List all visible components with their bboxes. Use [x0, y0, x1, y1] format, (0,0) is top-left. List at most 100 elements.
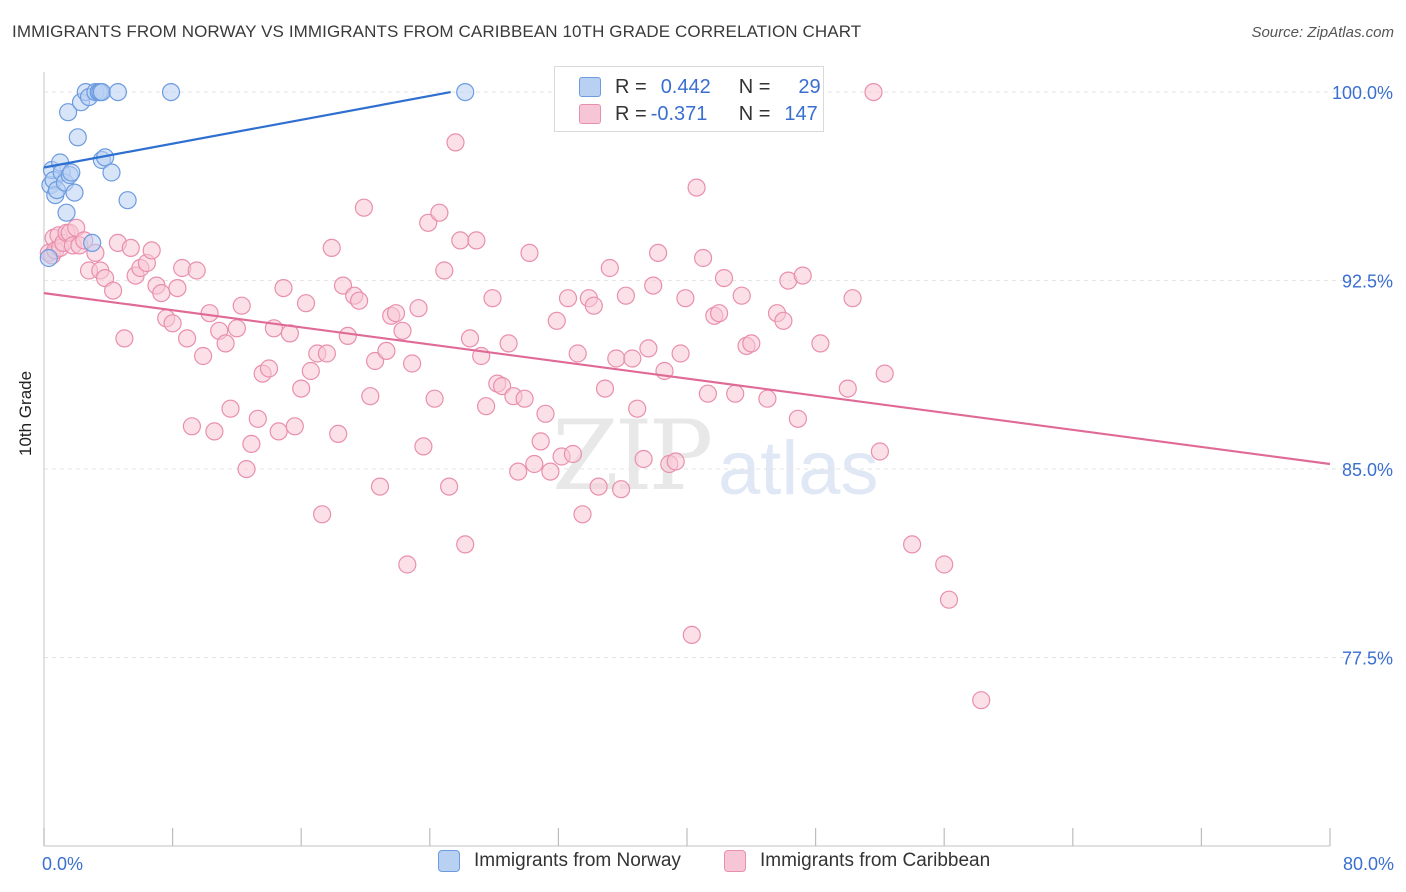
caribbean-point [338, 326, 357, 345]
norway-trend-line [43, 91, 451, 169]
caribbean-point [648, 243, 668, 262]
caribbean-point [558, 289, 578, 308]
caribbean-point [875, 364, 894, 383]
caribbean-point [435, 261, 454, 280]
norway-point [161, 82, 181, 102]
caribbean-point [732, 286, 751, 305]
caribbean-point [726, 384, 745, 403]
caribbean-point [317, 344, 336, 363]
caribbean-point [547, 311, 566, 330]
caribbean-point [216, 334, 235, 353]
caribbean-point [483, 289, 502, 308]
caribbean-point [477, 397, 496, 416]
caribbean-point [515, 389, 534, 408]
caribbean-point [595, 379, 615, 398]
caribbean-point [639, 339, 658, 358]
caribbean-point [296, 294, 316, 313]
caribbean-point [414, 437, 433, 456]
caribbean-point [788, 409, 808, 428]
norway-swatch [579, 77, 601, 97]
caribbean-point [386, 304, 406, 323]
caribbean-point [671, 344, 690, 363]
caribbean-point [163, 314, 182, 333]
caribbean-point [693, 248, 713, 268]
caribbean-point [843, 289, 862, 308]
caribbean-point [168, 279, 187, 298]
caribbean-point [440, 477, 459, 496]
caribbean-point [939, 590, 959, 609]
y-axis-label: 10th Grade [16, 370, 35, 456]
norway-swatch [438, 850, 460, 872]
caribbean-point [329, 424, 348, 443]
caribbean-point [115, 329, 134, 348]
trend-lines [43, 91, 1331, 466]
caribbean-point [409, 299, 428, 318]
norway-point [108, 82, 128, 102]
caribbean-point [460, 329, 480, 348]
caribbean-point [935, 555, 954, 574]
caribbean-point [274, 279, 293, 298]
caribbean-point [370, 477, 390, 496]
caribbean-point [350, 291, 369, 310]
caribbean-point [634, 449, 653, 469]
caribbean-point [269, 422, 288, 441]
caribbean-point [142, 241, 161, 260]
caribbean-point [152, 284, 171, 303]
norway-point [57, 203, 76, 222]
caribbean-point [366, 351, 385, 371]
caribbean-point [811, 334, 830, 353]
caribbean-point [611, 480, 631, 499]
n-value: 29 [798, 75, 821, 98]
norway-point [58, 103, 78, 122]
caribbean-point [467, 231, 486, 250]
caribbean-point [838, 379, 857, 398]
caribbean-trend-line [43, 292, 1331, 466]
caribbean-point [259, 359, 279, 378]
caribbean-point [584, 296, 603, 315]
caribbean-point [322, 238, 341, 257]
caribbean-point [187, 261, 206, 280]
caribbean-point [403, 354, 422, 373]
caribbean-point [451, 231, 470, 250]
caribbean-point [600, 258, 619, 278]
caribbean-point [232, 296, 251, 315]
caribbean-point [301, 361, 320, 381]
chart-title: IMMIGRANTS FROM NORWAY VS IMMIGRANTS FRO… [12, 22, 862, 41]
r-value: -0.371 [650, 102, 708, 125]
caribbean-point [520, 243, 539, 262]
r-label: R = [615, 102, 647, 125]
caribbean-point [623, 349, 642, 368]
n-value: 147 [784, 102, 818, 125]
caribbean-point [393, 321, 412, 340]
y-tick-label: 85.0% [1342, 460, 1393, 480]
norway-point [92, 82, 112, 102]
caribbean-point [541, 462, 560, 481]
y-tick-label: 92.5% [1342, 272, 1393, 292]
caribbean-point [248, 409, 267, 428]
caribbean-point [742, 334, 761, 353]
caribbean-point [103, 281, 123, 300]
legend-item-norway[interactable]: Immigrants from Norway [438, 850, 681, 872]
caribbean-point [361, 387, 380, 406]
grid-lines [44, 91, 1392, 659]
data-points [39, 82, 991, 710]
caribbean-point [531, 432, 550, 451]
caribbean-point [499, 334, 518, 353]
caribbean-point [237, 460, 256, 479]
caribbean-point [714, 269, 734, 288]
norway-point [102, 163, 121, 182]
caribbean-point [774, 311, 793, 330]
caribbean-point [178, 329, 197, 348]
axes [43, 72, 1331, 847]
n-label: N = [738, 102, 771, 125]
caribbean-point [864, 82, 883, 102]
norway-point [62, 163, 81, 182]
caribbean-point [525, 454, 544, 474]
legend-item-caribbean[interactable]: Immigrants from Caribbean [724, 850, 990, 872]
stats-legend-row-norway: R = 0.442 N = 29 [579, 74, 821, 100]
caribbean-point [682, 625, 701, 645]
caribbean-point [493, 377, 512, 396]
caribbean-point [205, 422, 224, 441]
series-legend: Immigrants from Norway Immigrants from C… [0, 850, 1406, 878]
